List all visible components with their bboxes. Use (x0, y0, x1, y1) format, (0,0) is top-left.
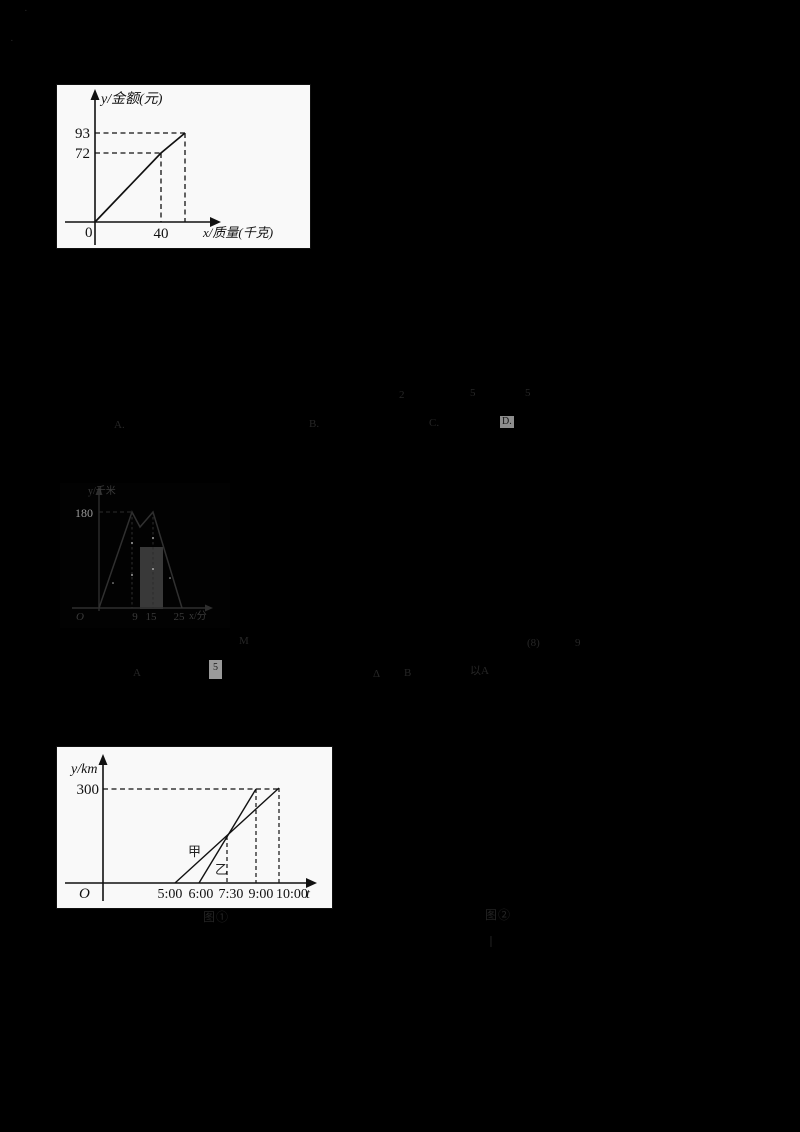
faint-artifact: 丨 (485, 935, 499, 949)
y-axis-label: y/金额(元) (99, 91, 163, 107)
scan-speckle (152, 568, 154, 570)
faint-artifact: A (133, 667, 141, 679)
faint-artifact: 5 (209, 660, 222, 679)
faint-artifact: B (404, 667, 412, 679)
scan-speckle (131, 542, 133, 544)
faint-artifact: 5 (525, 387, 531, 399)
faint-artifact: A. (114, 419, 125, 431)
figure-travel-canvas: y/km 300 甲 乙 O 5:00 6:00 7:30 9:00 10:00… (65, 754, 317, 902)
scan-smudge (140, 547, 163, 609)
x-tick-25: 25 (174, 611, 186, 623)
faint-artifact: 9 (575, 637, 581, 649)
figure-price-mass: y/金额(元) 93 72 0 40 x/质量(千克) (57, 85, 310, 248)
faint-artifact: 图② (485, 908, 512, 922)
figure-price-mass-canvas: y/金额(元) 93 72 0 40 x/质量(千克) (65, 89, 273, 245)
scan-speckle (169, 577, 171, 579)
faint-artifact: C. (429, 417, 440, 429)
origin-label: 0 (85, 225, 93, 241)
x-tick-15: 15 (146, 611, 158, 623)
x-axis-arrow-icon (210, 217, 221, 227)
y-axis-arrow-icon (95, 486, 103, 495)
origin-label: O (76, 611, 84, 623)
faint-artifact: 图① (203, 910, 230, 924)
y-tick-180: 180 (75, 506, 93, 520)
line-yi (198, 788, 257, 884)
x-tick-40: 40 (154, 226, 169, 242)
x-axis-arrow-icon (205, 604, 213, 612)
x-tick-600: 6:00 (189, 887, 214, 902)
scan-speckle (112, 582, 114, 584)
y-axis-label: y/千米 (88, 484, 116, 497)
x-tick-1000: 10:00 (276, 887, 308, 902)
faint-artifact: D. (500, 416, 514, 428)
x-tick-900: 9:00 (249, 887, 274, 902)
x-axis-arrow-icon (306, 878, 317, 888)
figure-faint-canvas: y/千米 180 O 9 15 25 x/分 (72, 484, 213, 623)
scan-speckle (131, 574, 133, 576)
figure-travel-time: y/km 300 甲 乙 O 5:00 6:00 7:30 9:00 10:00… (57, 747, 332, 908)
scan-speckle (152, 537, 154, 539)
faint-artifact: B. (309, 418, 320, 430)
faint-artifact: 5 (470, 387, 476, 399)
x-tick-730: 7:30 (219, 887, 244, 902)
y-axis-arrow-icon (90, 89, 100, 100)
origin-label: O (79, 886, 90, 902)
x-axis-label: x/质量(千克) (202, 225, 273, 240)
figure-faint-distance-time: y/千米 180 O 9 15 25 x/分 (60, 483, 230, 628)
faint-artifact: · (10, 35, 14, 47)
price-line (94, 132, 186, 223)
faint-artifact: 以A (470, 665, 489, 677)
distance-line (98, 510, 183, 609)
line-label-yi: 乙 (215, 862, 228, 877)
faint-artifact: 2 (399, 389, 405, 401)
faint-artifact: M (239, 635, 249, 647)
y-axis-arrow-icon (98, 754, 108, 765)
x-tick-9: 9 (132, 611, 138, 623)
x-tick-500: 5:00 (158, 887, 183, 902)
faint-artifact: Δ (373, 668, 381, 680)
faint-artifact: · (24, 5, 28, 17)
y-tick-300: 300 (77, 782, 100, 798)
x-axis-label: t (306, 887, 311, 902)
faint-artifact: (8) (527, 637, 540, 649)
y-axis-label: y/km (69, 762, 97, 777)
y-tick-93: 93 (75, 126, 90, 142)
line-label-jia: 甲 (188, 844, 201, 859)
x-axis-label: x/分 (189, 610, 207, 622)
y-tick-72: 72 (75, 146, 90, 162)
